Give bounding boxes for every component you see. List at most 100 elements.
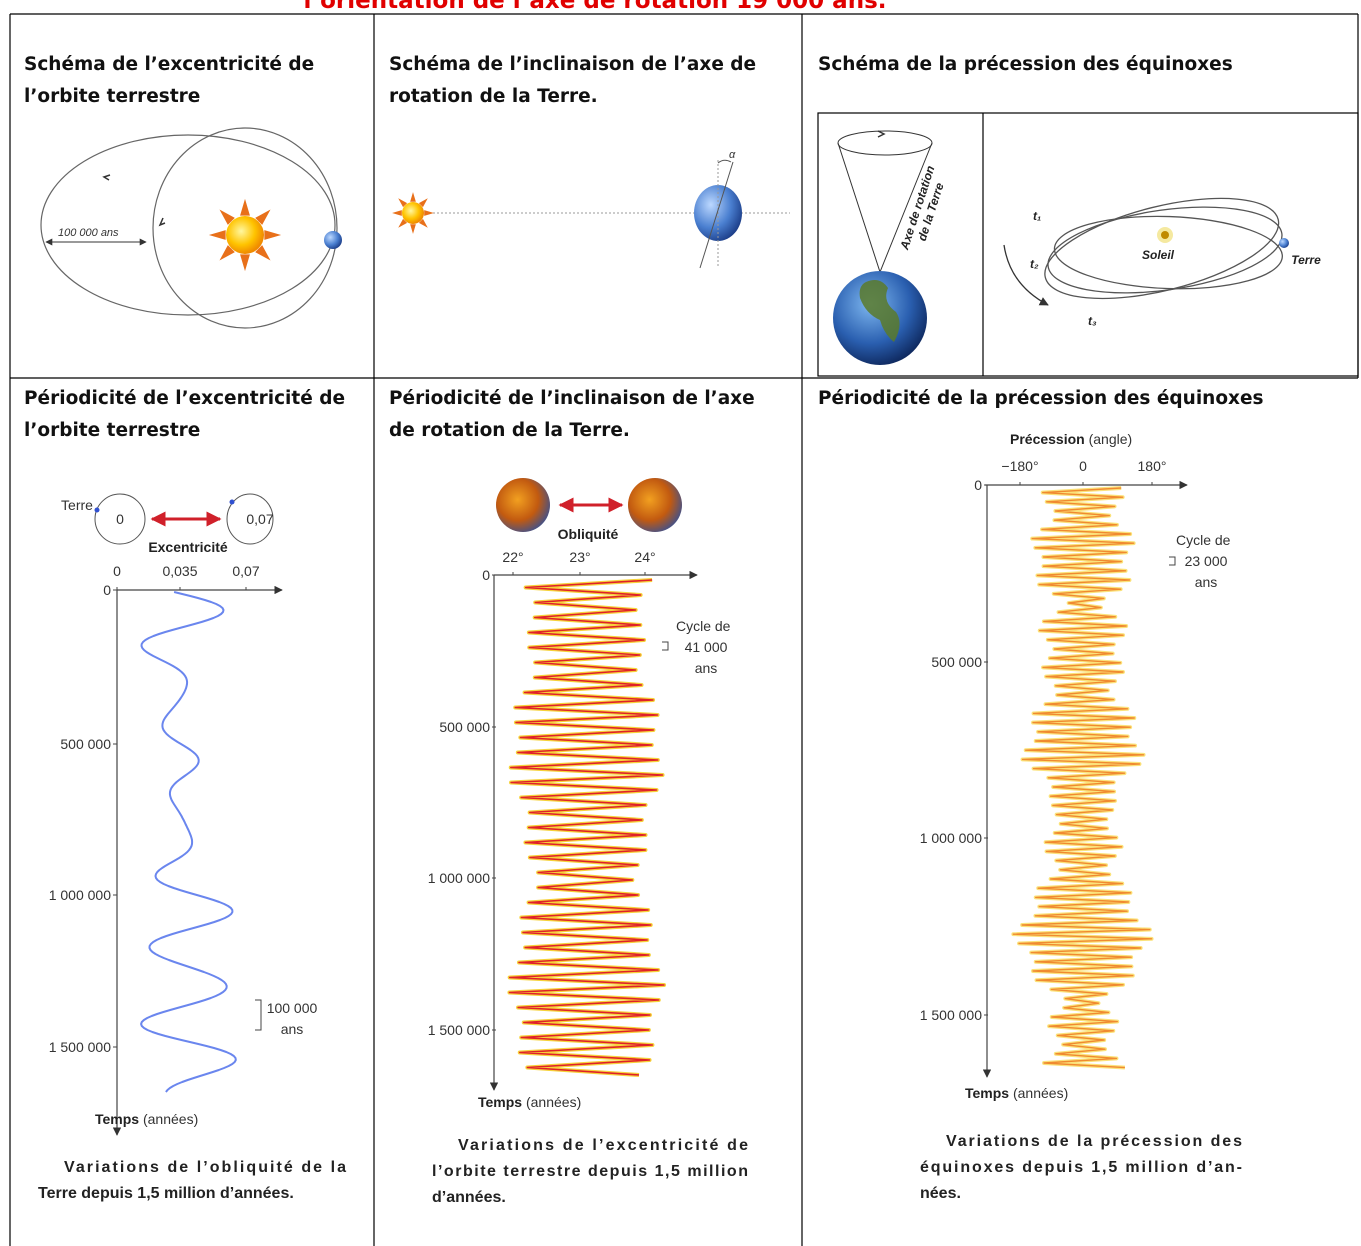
sun xyxy=(208,198,282,272)
cell-title: Périodicité de l’excentricité de xyxy=(24,388,345,409)
cell-title: rotation de la Terre. xyxy=(389,86,598,107)
orbit xyxy=(152,127,338,329)
y-tick-label: 1 500 000 xyxy=(428,1022,490,1038)
time-label: t₂ xyxy=(1030,257,1039,271)
sun-ray xyxy=(410,224,416,234)
x-tick-label: 0,07 xyxy=(232,563,259,579)
note-text: 41 000 xyxy=(685,639,728,655)
time-axis-title: Temps (années) xyxy=(95,1111,198,1127)
sun-ray xyxy=(219,209,235,225)
time-axis-title: Temps (années) xyxy=(478,1094,581,1110)
y-tick-label: 1 000 000 xyxy=(920,830,982,846)
label-bold: Temps xyxy=(478,1094,522,1110)
earth xyxy=(324,231,342,249)
earth-label: Terre xyxy=(61,497,93,513)
y-tick-label: 0 xyxy=(974,477,982,493)
rotation-axis xyxy=(699,161,734,269)
sun-ray xyxy=(418,218,428,228)
orbit-circle xyxy=(226,493,274,545)
label-normal: (angle) xyxy=(1089,431,1133,447)
orbit-circle xyxy=(94,493,146,545)
orbits xyxy=(1044,197,1283,300)
sun-ray xyxy=(392,210,402,216)
note-bracket xyxy=(255,999,262,1031)
note-text: ans xyxy=(1195,574,1218,590)
sun-ray xyxy=(255,245,271,261)
note-text: ans xyxy=(695,660,718,676)
orbit xyxy=(1044,197,1280,300)
distance-label: 100 000 ans xyxy=(58,227,119,239)
x-tick-label: 24° xyxy=(634,549,655,565)
note-text: 23 000 xyxy=(1185,553,1228,569)
x-tick-label: 22° xyxy=(502,549,523,565)
sun-ray xyxy=(418,198,428,208)
note-text: Cycle de xyxy=(1176,532,1231,548)
y-tick-label: 1 000 000 xyxy=(428,870,490,886)
earth-dot xyxy=(229,499,235,505)
sun xyxy=(1161,231,1169,239)
caption-line: équinoxes depuis 1,5 million d’an- xyxy=(920,1159,1242,1176)
orbit xyxy=(40,134,336,316)
y-tick-label: 1 000 000 xyxy=(49,887,111,903)
sun-label: Soleil xyxy=(1142,248,1175,262)
label-normal: (années) xyxy=(526,1094,581,1110)
sun-disc xyxy=(402,202,424,224)
cone-arrow xyxy=(877,130,886,138)
y-tick-label: 0 xyxy=(482,567,490,583)
precession-cone xyxy=(837,130,933,156)
x-tick-label: −180° xyxy=(1001,458,1038,474)
orbit-arrow xyxy=(158,217,166,227)
earth xyxy=(1279,238,1289,248)
cell-title: Périodicité de la précession des équinox… xyxy=(818,388,1264,409)
note-bracket xyxy=(1169,556,1176,566)
angle-arc xyxy=(717,159,732,164)
time-label: t₁ xyxy=(1033,209,1041,223)
sun-ray xyxy=(424,210,434,216)
inner-frame xyxy=(817,112,1359,377)
orbit-label: 0,07 xyxy=(246,511,273,527)
sun-ray xyxy=(398,218,408,228)
curve-halo xyxy=(1011,486,1154,1070)
globe xyxy=(496,478,550,532)
orbit xyxy=(1053,215,1283,290)
curve-illustration xyxy=(140,591,237,1093)
sun-ray xyxy=(208,230,226,240)
y-tick-label: 1 500 000 xyxy=(49,1039,111,1055)
earth-dot xyxy=(94,507,100,513)
angle-label: α xyxy=(729,149,736,161)
label-normal: (années) xyxy=(1013,1085,1068,1101)
x-tick-label: 0 xyxy=(113,563,121,579)
cell-title: Schéma de l’inclinaison de l’axe de xyxy=(389,54,756,75)
label-bold: Temps xyxy=(95,1111,139,1127)
cell-title: Schéma de l’excentricité de xyxy=(24,54,314,75)
caption-line: nées. xyxy=(920,1185,961,1202)
note-text: 100 000 xyxy=(267,1000,318,1016)
sun xyxy=(392,192,434,234)
sun-ray xyxy=(264,230,282,240)
label-bold: Précession xyxy=(1010,431,1085,447)
y-tick-label: 1 500 000 xyxy=(920,1007,982,1023)
cell-title: Périodicité de l’inclinaison de l’axe xyxy=(389,388,755,409)
note-bracket xyxy=(662,641,669,651)
caption-line: d’années. xyxy=(432,1189,506,1206)
caption-line: Variations de l’excentricité de xyxy=(458,1137,748,1154)
axis-title: Précession (angle) xyxy=(1010,431,1132,447)
y-tick-label: 500 000 xyxy=(439,719,490,735)
x-tick-label: 0 xyxy=(1079,458,1087,474)
note-text: Cycle de xyxy=(676,618,731,634)
axis-title: Excentricité xyxy=(148,539,228,555)
x-tick-label: 180° xyxy=(1138,458,1167,474)
sun-ray xyxy=(240,198,250,216)
x-tick-label: 0,035 xyxy=(162,563,197,579)
sun-ray xyxy=(219,245,235,261)
sun-disc xyxy=(226,216,264,254)
label-bold: Temps xyxy=(965,1085,1009,1101)
y-tick-label: 500 000 xyxy=(60,736,111,752)
caption-line: Terre depuis 1,5 million d’années. xyxy=(38,1185,294,1202)
caption-line: Variations de la précession des xyxy=(946,1133,1242,1150)
axis-title: Obliquité xyxy=(558,526,619,542)
sun-ray xyxy=(240,254,250,272)
